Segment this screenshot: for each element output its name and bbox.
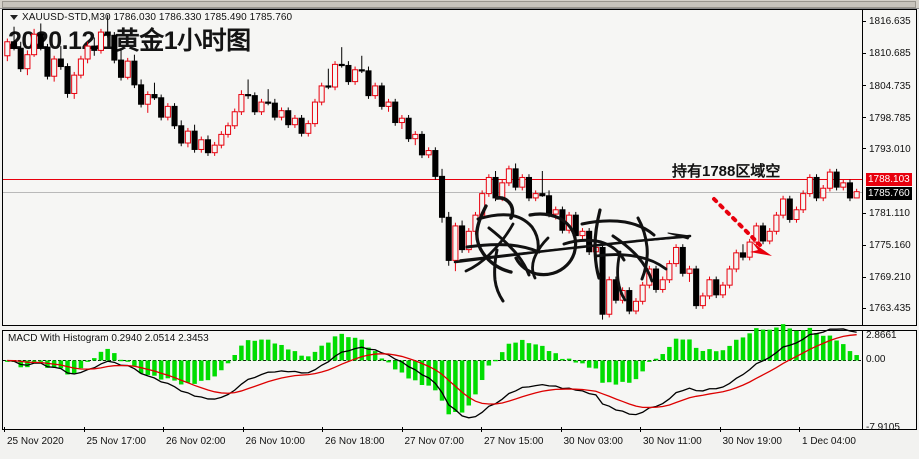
horizontal-scrollbar[interactable] — [0, 0, 919, 9]
time-axis-tick: 27 Nov 07:00 — [404, 436, 465, 447]
time-axis-tick: 26 Nov 02:00 — [166, 436, 226, 447]
symbol-info-line: XAUUSD-STD,M30 1786.030 1786.330 1785.49… — [10, 12, 292, 23]
time-axis-tick: 1 Dec 04:00 — [802, 436, 856, 447]
time-axis-mark — [83, 427, 85, 432]
scrollbar-thumb[interactable] — [2, 1, 916, 8]
macd-title-label: MACD With Histogram 0.2940 2.0514 2.3453 — [8, 333, 209, 344]
macd-zero-line — [3, 360, 861, 362]
time-axis-tick: 25 Nov 17:00 — [86, 436, 147, 447]
macd-axis-tick: -7.9105 — [866, 422, 900, 433]
current-price-line — [3, 191, 863, 193]
time-axis-mark — [4, 427, 5, 432]
chevron-down-icon[interactable] — [10, 14, 18, 20]
time-axis-tick: 26 Nov 10:00 — [245, 436, 306, 447]
time-axis-mark — [719, 427, 721, 432]
trade-note-annotation: 持有1788区域空 — [672, 163, 781, 180]
macd-axis-tick: 2.8661 — [866, 330, 897, 341]
time-axis-mark — [640, 427, 641, 432]
time-axis-mark — [163, 427, 164, 432]
level-price-badge: 1788.103 — [866, 173, 912, 187]
price-axis-tick: 1769.210 — [862, 272, 911, 283]
macd-axis-tick: 0.00 — [866, 354, 886, 366]
resistance-level-line — [3, 179, 863, 181]
time-axis-tick: 25 Nov 2020 — [7, 436, 64, 447]
time-axis-mark — [560, 427, 562, 432]
price-axis-tick: 1775.160 — [862, 240, 911, 251]
time-axis-tick: 27 Nov 15:00 — [484, 436, 544, 447]
price-axis-tick: 1816.635 — [862, 16, 911, 27]
price-chart-pane[interactable] — [2, 9, 917, 326]
time-axis-mark — [481, 427, 482, 432]
price-axis-tick: 1781.110 — [862, 208, 910, 219]
time-axis-mark — [242, 427, 244, 432]
time-axis-tick: 30 Nov 03:00 — [563, 436, 624, 447]
price-axis: 1816.635 1810.685 1804.735 1798.785 1793.010… — [862, 9, 917, 430]
symbol-ohlc-text: XAUUSD-STD,M30 1786.030 1786.330 1785.49… — [22, 12, 293, 23]
price-axis-rule — [862, 10, 863, 326]
price-axis-tick: 1793.010 — [862, 144, 911, 155]
current-price-badge: 1785.760 — [866, 186, 912, 200]
price-axis-tick: 1804.735 — [862, 81, 911, 92]
macd-axis-rule — [862, 331, 863, 429]
price-axis-tick: 1763.435 — [862, 303, 911, 314]
time-axis-mark — [799, 427, 800, 432]
chart-title-overlay: 2020.12.1黄金1小时图 — [8, 27, 251, 55]
time-axis-tick: 30 Nov 19:00 — [722, 436, 783, 447]
time-axis-tick: 30 Nov 11:00 — [643, 436, 702, 447]
time-axis-tick: 26 Nov 18:00 — [325, 436, 385, 447]
macd-indicator-pane[interactable] — [2, 330, 917, 430]
price-axis-tick: 1810.685 — [862, 48, 911, 59]
price-axis-tick: 1798.785 — [862, 113, 911, 124]
time-axis-mark — [322, 427, 323, 432]
time-axis-mark — [401, 427, 403, 432]
